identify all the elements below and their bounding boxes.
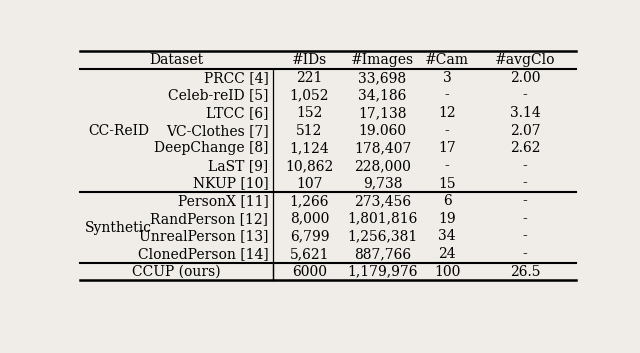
Text: #avgClo: #avgClo <box>495 53 556 67</box>
Text: VC-Clothes [7]: VC-Clothes [7] <box>166 124 269 138</box>
Text: 10,862: 10,862 <box>285 159 333 173</box>
Text: 15: 15 <box>438 176 456 191</box>
Text: 2.00: 2.00 <box>510 71 540 85</box>
Text: RandPerson [12]: RandPerson [12] <box>150 212 269 226</box>
Text: 152: 152 <box>296 106 323 120</box>
Text: 1,052: 1,052 <box>290 89 329 102</box>
Text: -: - <box>523 229 527 244</box>
Text: 2.62: 2.62 <box>510 141 540 155</box>
Text: 2.07: 2.07 <box>510 124 540 138</box>
Text: 221: 221 <box>296 71 323 85</box>
Text: 8,000: 8,000 <box>290 212 329 226</box>
Text: 1,124: 1,124 <box>289 141 329 155</box>
Text: 887,766: 887,766 <box>354 247 411 261</box>
Text: 26.5: 26.5 <box>510 265 540 279</box>
Text: #Images: #Images <box>351 53 414 67</box>
Text: 19: 19 <box>438 212 456 226</box>
Text: UnrealPerson [13]: UnrealPerson [13] <box>139 229 269 244</box>
Text: LTCC [6]: LTCC [6] <box>206 106 269 120</box>
Text: 273,456: 273,456 <box>354 194 411 208</box>
Text: 12: 12 <box>438 106 456 120</box>
Text: 34,186: 34,186 <box>358 89 407 102</box>
Text: CC-ReID: CC-ReID <box>88 124 149 138</box>
Text: -: - <box>523 212 527 226</box>
Text: 228,000: 228,000 <box>354 159 411 173</box>
Text: -: - <box>445 124 449 138</box>
Text: #IDs: #IDs <box>292 53 327 67</box>
Text: PRCC [4]: PRCC [4] <box>204 71 269 85</box>
Text: 1,801,816: 1,801,816 <box>348 212 418 226</box>
Text: DeepChange [8]: DeepChange [8] <box>154 141 269 155</box>
Text: -: - <box>523 159 527 173</box>
Text: 100: 100 <box>434 265 460 279</box>
Text: 17: 17 <box>438 141 456 155</box>
Text: 6: 6 <box>443 194 451 208</box>
Text: -: - <box>523 247 527 261</box>
Text: PersonX [11]: PersonX [11] <box>178 194 269 208</box>
Text: 1,266: 1,266 <box>290 194 329 208</box>
Text: 34: 34 <box>438 229 456 244</box>
Text: Dataset: Dataset <box>150 53 204 67</box>
Text: 3: 3 <box>443 71 451 85</box>
Text: 512: 512 <box>296 124 323 138</box>
Text: CCUP (ours): CCUP (ours) <box>132 265 221 279</box>
Text: -: - <box>523 89 527 102</box>
Text: 178,407: 178,407 <box>354 141 412 155</box>
Text: 24: 24 <box>438 247 456 261</box>
Text: 3.14: 3.14 <box>510 106 541 120</box>
Text: 5,621: 5,621 <box>290 247 329 261</box>
Text: Synthetic: Synthetic <box>85 221 152 235</box>
Text: ClonedPerson [14]: ClonedPerson [14] <box>138 247 269 261</box>
Text: -: - <box>523 194 527 208</box>
Text: 9,738: 9,738 <box>363 176 403 191</box>
Text: 1,179,976: 1,179,976 <box>348 265 418 279</box>
Text: 17,138: 17,138 <box>358 106 407 120</box>
Text: 33,698: 33,698 <box>358 71 406 85</box>
Text: -: - <box>445 89 449 102</box>
Text: 6,799: 6,799 <box>290 229 329 244</box>
Text: 107: 107 <box>296 176 323 191</box>
Text: Celeb-reID [5]: Celeb-reID [5] <box>168 89 269 102</box>
Text: #Cam: #Cam <box>425 53 469 67</box>
Text: 1,256,381: 1,256,381 <box>348 229 418 244</box>
Text: 6000: 6000 <box>292 265 327 279</box>
Text: NKUP [10]: NKUP [10] <box>193 176 269 191</box>
Text: -: - <box>445 159 449 173</box>
Text: -: - <box>523 176 527 191</box>
Text: LaST [9]: LaST [9] <box>208 159 269 173</box>
Text: 19.060: 19.060 <box>358 124 406 138</box>
